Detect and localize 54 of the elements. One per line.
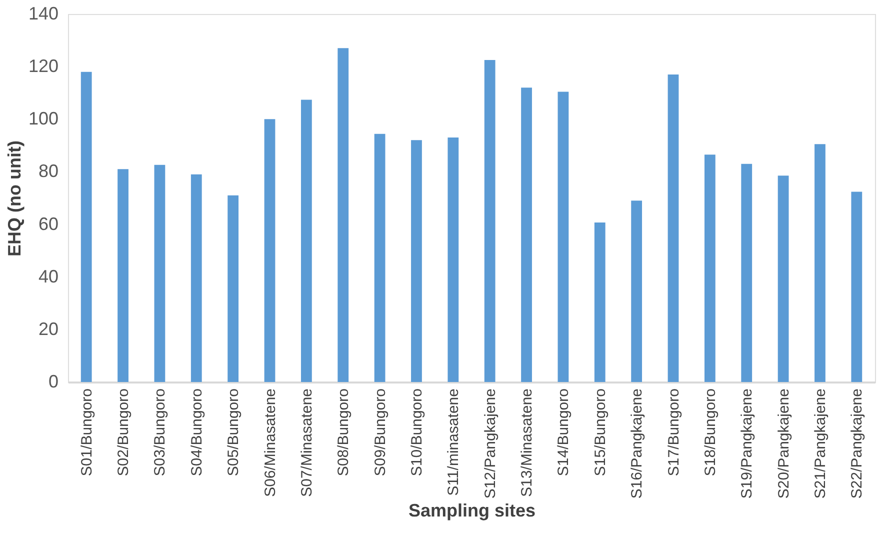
x-tick-label: S10/Bungoro [408, 388, 426, 476]
bar [154, 164, 166, 382]
y-tick-label: 80 [38, 161, 58, 182]
y-tick-label: 120 [28, 56, 58, 76]
x-tick-label: S04/Bungoro [188, 388, 206, 476]
x-tick-label: S03/Bungoro [152, 388, 169, 476]
bar [668, 74, 679, 382]
bar [558, 92, 569, 382]
x-tick-label: S14/Bungoro [555, 388, 572, 476]
x-tick-label: S12/Pangkajene [482, 388, 499, 499]
y-tick-label: 40 [38, 266, 58, 286]
y-tick-label: 60 [38, 214, 58, 234]
x-tick-label: S16/Pangkajene [628, 388, 646, 499]
x-tick-label: S17/Bungoro [665, 388, 682, 476]
x-tick-label: S11/minasatene [445, 388, 462, 496]
bar [741, 164, 752, 382]
y-tick-label: 100 [28, 108, 58, 129]
bar [484, 60, 496, 382]
bar [80, 72, 92, 382]
bar [778, 176, 789, 382]
x-axis-title: Sampling sites [408, 500, 536, 521]
y-tick-label: 140 [28, 4, 58, 24]
bar [118, 169, 128, 382]
x-tick-label: S20/Pangkajene [775, 388, 792, 499]
x-tick-label: S06/Minasatene [262, 388, 279, 497]
x-tick-label: S07/Minasatene [298, 388, 316, 497]
bar [704, 154, 716, 382]
bar [521, 88, 532, 382]
bar [190, 174, 202, 382]
bar [338, 48, 349, 382]
bar [631, 200, 642, 382]
x-tick-label: S18/Bungoro [702, 388, 719, 476]
x-tick-label: S19/Pangkajene [738, 388, 756, 499]
bar [228, 195, 239, 382]
x-tick-label: S01/Bungoro [78, 388, 96, 476]
bar [851, 192, 862, 382]
x-tick-label: S05/Bungoro [225, 388, 242, 476]
x-tick-label: S22/Pangkajene [848, 388, 866, 499]
bar [814, 144, 826, 382]
x-tick-label: S21/Pangkajene [812, 388, 829, 499]
y-tick-label: 0 [48, 372, 58, 392]
x-tick-label: S02/Bungoro [115, 388, 132, 476]
bar [374, 134, 386, 382]
bar [264, 119, 276, 382]
y-axis-title: EHQ (no unit) [4, 140, 24, 256]
x-tick-label: S08/Bungoro [335, 388, 352, 476]
bar [300, 100, 312, 382]
bar [594, 222, 606, 382]
bar [448, 138, 459, 382]
x-tick-label: S15/Bungoro [592, 388, 609, 476]
x-tick-label: S09/Bungoro [372, 388, 389, 476]
x-tick-label: S13/Minasatene [518, 388, 536, 497]
bar [411, 140, 422, 382]
y-tick-label: 20 [38, 318, 58, 339]
